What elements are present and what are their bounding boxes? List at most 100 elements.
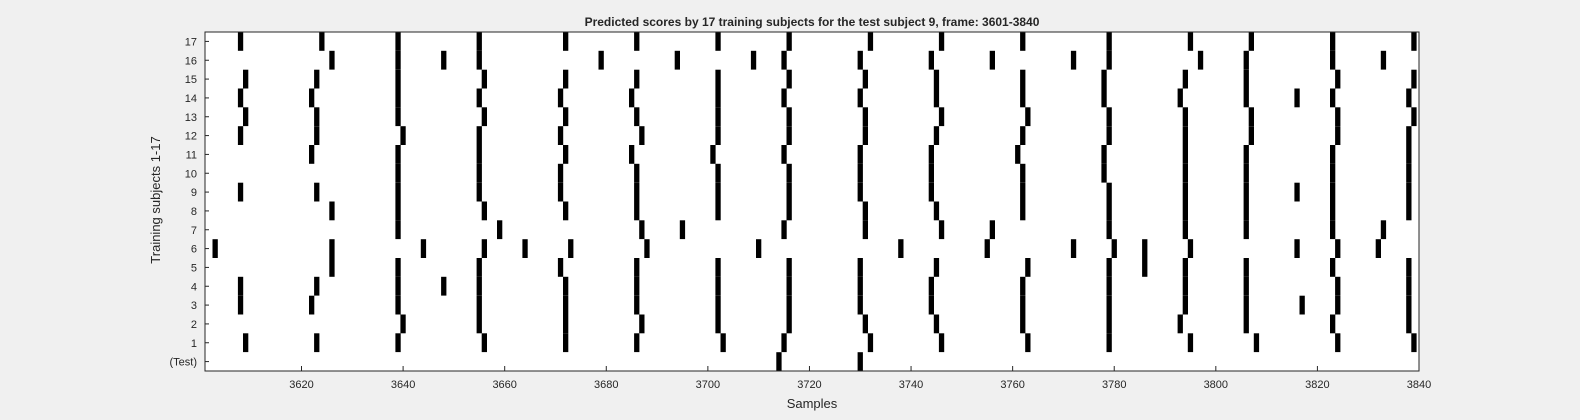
mark-row-11-12 xyxy=(1243,145,1249,164)
mark-row-11-14 xyxy=(1406,145,1412,164)
mark-row-11-11 xyxy=(1182,145,1188,164)
mark-row-6-3 xyxy=(481,239,487,258)
mark-row-1-12 xyxy=(1187,333,1194,353)
mark-row-9-16 xyxy=(1406,182,1412,202)
mark-row-10-11 xyxy=(1243,163,1249,183)
mark-row-6-12 xyxy=(1142,239,1148,258)
mark-row-8-13 xyxy=(1330,201,1336,221)
mark-row-2-8 xyxy=(1020,314,1026,334)
y-tick-label: 1 xyxy=(191,338,197,350)
mark-row-6-6 xyxy=(644,239,650,258)
mark-row-12-9 xyxy=(933,126,940,145)
mark-row-10-4 xyxy=(715,163,721,183)
mark-row-3-9 xyxy=(928,295,934,315)
mark-row-5-13 xyxy=(1243,258,1249,277)
mark-row-17-10 xyxy=(1020,32,1026,51)
mark-row-17-0 xyxy=(237,32,244,51)
mark-row-3-14 xyxy=(1299,295,1305,315)
x-tick-label: 3800 xyxy=(1204,379,1228,391)
mark-row-8-5 xyxy=(715,201,721,221)
mark-row-12-11 xyxy=(1106,126,1112,145)
mark-row-13-13 xyxy=(1248,107,1254,127)
mark-row-14-8 xyxy=(857,88,863,108)
mark-row-14-6 xyxy=(715,88,721,108)
mark-row-5-9 xyxy=(1025,258,1031,277)
mark-row-6-11 xyxy=(1111,239,1117,258)
mark-row-3-12 xyxy=(1182,295,1188,315)
mark-row-17-8 xyxy=(867,32,874,51)
mark-row-13-6 xyxy=(715,107,721,127)
plot-frame xyxy=(204,31,1420,372)
mark-row-2-11 xyxy=(1243,314,1249,334)
mark-row-8-7 xyxy=(862,201,868,221)
mark-row-6-7 xyxy=(756,239,762,258)
mark-row-3-6 xyxy=(715,295,721,315)
mark-row-6-1 xyxy=(329,239,335,258)
y-tick-label: 14 xyxy=(185,93,197,105)
mark-row-5-12 xyxy=(1182,258,1188,277)
mark-row-16-7 xyxy=(781,50,787,70)
mark-row-6-14 xyxy=(1294,239,1300,258)
mark-row-4-5 xyxy=(563,276,569,296)
mark-row-9-9 xyxy=(928,182,934,202)
mark-row-17-11 xyxy=(1106,32,1112,51)
mark-row-17-7 xyxy=(786,32,792,51)
mark-row-16-8 xyxy=(857,50,863,70)
mark-row-12-5 xyxy=(639,126,645,145)
mark-row-4-7 xyxy=(715,276,721,296)
y-axis-label: Training subjects 1-17 xyxy=(148,136,163,263)
mark-row-11-4 xyxy=(629,145,635,164)
plot-area xyxy=(205,32,1419,371)
mark-row-5-3 xyxy=(557,258,564,277)
mark-row-15-3 xyxy=(481,69,487,89)
mark-row-10-0 xyxy=(395,163,401,183)
mark-row-8-12 xyxy=(1243,201,1249,221)
mark-row-8-9 xyxy=(1020,201,1026,221)
mark-row-13-15 xyxy=(1411,107,1417,127)
mark-row-14-15 xyxy=(1330,88,1336,108)
mark-row-4-6 xyxy=(634,276,640,296)
mark-row-1-6 xyxy=(720,333,726,353)
mark-row-13-3 xyxy=(481,107,487,127)
x-axis-label: Samples xyxy=(787,396,838,411)
mark-row-11-13 xyxy=(1330,145,1336,164)
mark-row-10-5 xyxy=(786,163,792,183)
y-tick-label: 7 xyxy=(191,225,197,237)
y-tick-label: 13 xyxy=(185,112,197,124)
mark-row-3-1 xyxy=(309,295,315,315)
mark-row-13-7 xyxy=(786,107,792,127)
mark-row-10-12 xyxy=(1330,163,1336,183)
mark-row-11-10 xyxy=(1101,145,1107,164)
mark-row-12-13 xyxy=(1248,126,1254,145)
mark-row-8-3 xyxy=(563,201,569,221)
mark-row-1-14 xyxy=(1335,333,1341,353)
mark-row-14-12 xyxy=(1177,88,1183,108)
mark-row-3-4 xyxy=(563,295,569,315)
chart-title: Predicted scores by 17 training subjects… xyxy=(585,15,1040,29)
y-tick-label: 9 xyxy=(191,187,197,199)
mark-row-16-4 xyxy=(598,50,604,70)
mark-row-9-14 xyxy=(1294,182,1300,202)
mark-row-9-10 xyxy=(1020,182,1026,202)
mark-row-11-3 xyxy=(563,145,569,164)
x-tick-label: 3740 xyxy=(899,379,923,391)
mark-row-10-13 xyxy=(1406,163,1412,183)
y-tick-label: 4 xyxy=(191,281,197,293)
mark-row-15-7 xyxy=(786,69,792,89)
mark-row-14-4 xyxy=(557,88,564,108)
y-tick-label: 5 xyxy=(191,262,197,274)
mark-row-17-5 xyxy=(634,32,640,51)
mark-row-16-0 xyxy=(329,50,335,70)
mark-row-2-6 xyxy=(862,314,868,334)
mark-row-2-0 xyxy=(400,314,406,334)
mark-row-4-13 xyxy=(1182,276,1188,296)
mark-row-16-9 xyxy=(928,50,934,70)
mark-row-2-10 xyxy=(1177,314,1183,334)
mark-row-2-5 xyxy=(786,314,792,334)
mark-row-17-9 xyxy=(938,32,945,51)
y-tick-label: 2 xyxy=(191,319,197,331)
mark-row-12-14 xyxy=(1335,126,1341,145)
mark-row-9-5 xyxy=(634,182,640,202)
mark-row-8-4 xyxy=(634,201,640,221)
mark-row-11-9 xyxy=(1015,145,1021,164)
